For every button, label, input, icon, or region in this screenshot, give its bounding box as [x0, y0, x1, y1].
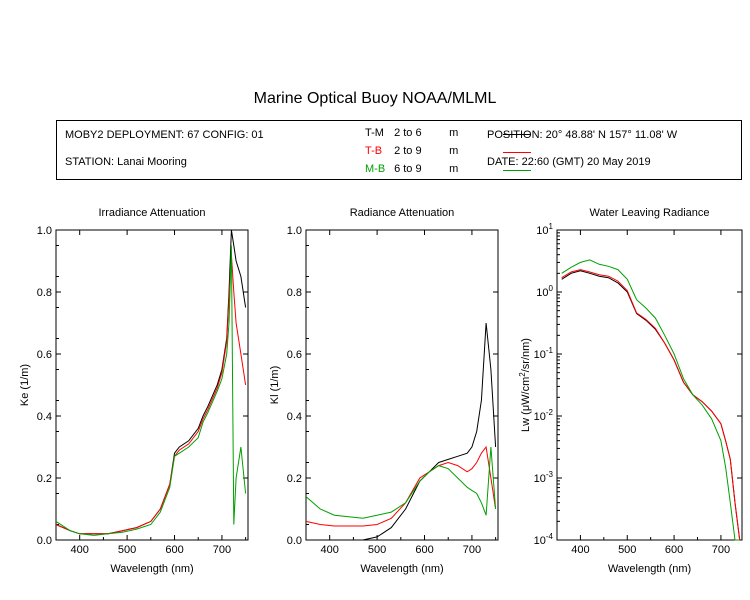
- x-tick-label: 600: [165, 544, 183, 556]
- legend-entry-t-b: T-B 2 to 9 m: [365, 145, 458, 157]
- y-tick-label: 0.0: [287, 535, 302, 547]
- chart-title: Irradiance Attenuation: [98, 207, 205, 219]
- y-tick-label: 101: [536, 222, 553, 237]
- legend-unit: m: [449, 127, 459, 139]
- legend-unit: m: [449, 163, 459, 175]
- legend-unit: m: [449, 145, 459, 157]
- legend-line-t-m: [503, 134, 531, 135]
- x-tick-label: 400: [71, 544, 89, 556]
- legend-range: 6 to 9: [394, 163, 422, 175]
- y-tick-label: 0.4: [287, 411, 302, 423]
- legend-entry-m-b: M-B 6 to 9 m: [365, 163, 458, 175]
- y-tick-label: 100: [536, 284, 553, 299]
- y-tick-label: 10-1: [534, 346, 554, 361]
- legend-entry-t-m: T-M 2 to 6 m: [365, 127, 458, 139]
- x-tick-label: 500: [118, 544, 136, 556]
- series-line-t-m: [561, 270, 741, 541]
- series-line-t-m: [306, 322, 497, 541]
- x-tick-label: 600: [665, 544, 683, 556]
- y-axis-label: Kl (1/m): [269, 366, 281, 405]
- x-axis-label: Wavelength (nm): [360, 563, 443, 575]
- x-tick-label: 500: [368, 544, 386, 556]
- x-tick-label: 400: [571, 544, 589, 556]
- y-tick-label: 1.0: [287, 225, 302, 237]
- y-tick-label: 0.2: [37, 473, 52, 485]
- series-line-t-m: [55, 229, 247, 535]
- main-title: Marine Optical Buoy NOAA/MLML: [253, 90, 497, 107]
- legend-code: M-B: [365, 163, 386, 175]
- x-axis-label: Wavelength (nm): [608, 563, 691, 575]
- y-tick-label: 10-2: [534, 408, 554, 423]
- y-tick-label: 10-4: [534, 532, 554, 547]
- y-tick-label: 0.6: [287, 349, 302, 361]
- series-line-t-b: [561, 269, 741, 541]
- x-tick-label: 700: [213, 544, 231, 556]
- legend-code: T-M: [365, 127, 384, 139]
- chart-title: Radiance Attenuation: [350, 207, 455, 219]
- legend-range: 2 to 6: [394, 127, 422, 139]
- x-axis-label: Wavelength (nm): [110, 563, 193, 575]
- chart-title: Water Leaving Radiance: [589, 207, 709, 219]
- legend-line-m-b: [503, 170, 531, 171]
- station-text: STATION: Lanai Mooring: [65, 156, 187, 168]
- y-tick-label: 0.4: [37, 411, 52, 423]
- series-line-t-b: [55, 254, 247, 535]
- y-tick-label: 0.2: [287, 473, 302, 485]
- x-tick-label: 700: [463, 544, 481, 556]
- y-tick-label: 10-3: [534, 470, 554, 485]
- x-tick-label: 700: [712, 544, 730, 556]
- series-line-m-b: [305, 446, 497, 519]
- x-tick-label: 500: [618, 544, 636, 556]
- y-axis-label: Lw (μW/cm2/sr/nm): [518, 338, 532, 432]
- y-tick-label: 0.6: [37, 349, 52, 361]
- series-line-m-b: [561, 259, 740, 541]
- legend-line-t-b: [503, 152, 531, 153]
- series-line-t-b: [305, 445, 497, 527]
- y-tick-label: 0.0: [37, 535, 52, 547]
- plot-frame: [55, 229, 249, 541]
- date-text: DATE: 22:60 (GMT) 20 May 2019: [487, 156, 651, 168]
- series-line-m-b: [55, 245, 247, 536]
- deployment-text: MOBY2 DEPLOYMENT: 67 CONFIG: 01: [65, 129, 264, 141]
- plot-frame: [556, 229, 743, 541]
- x-tick-label: 400: [321, 544, 339, 556]
- legend-range: 2 to 9: [394, 145, 422, 157]
- y-axis-label: Ke (1/m): [19, 364, 31, 406]
- plot-frame: [305, 229, 499, 541]
- x-tick-label: 600: [415, 544, 433, 556]
- y-tick-label: 0.8: [37, 287, 52, 299]
- legend-code: T-B: [365, 145, 383, 157]
- y-tick-label: 0.8: [287, 287, 302, 299]
- position-text: POSITION: 20° 48.88' N 157° 11.08' W: [487, 129, 678, 141]
- info-box: MOBY2 DEPLOYMENT: 67 CONFIG: 01 STATION:…: [56, 120, 742, 180]
- y-tick-label: 1.0: [37, 225, 52, 237]
